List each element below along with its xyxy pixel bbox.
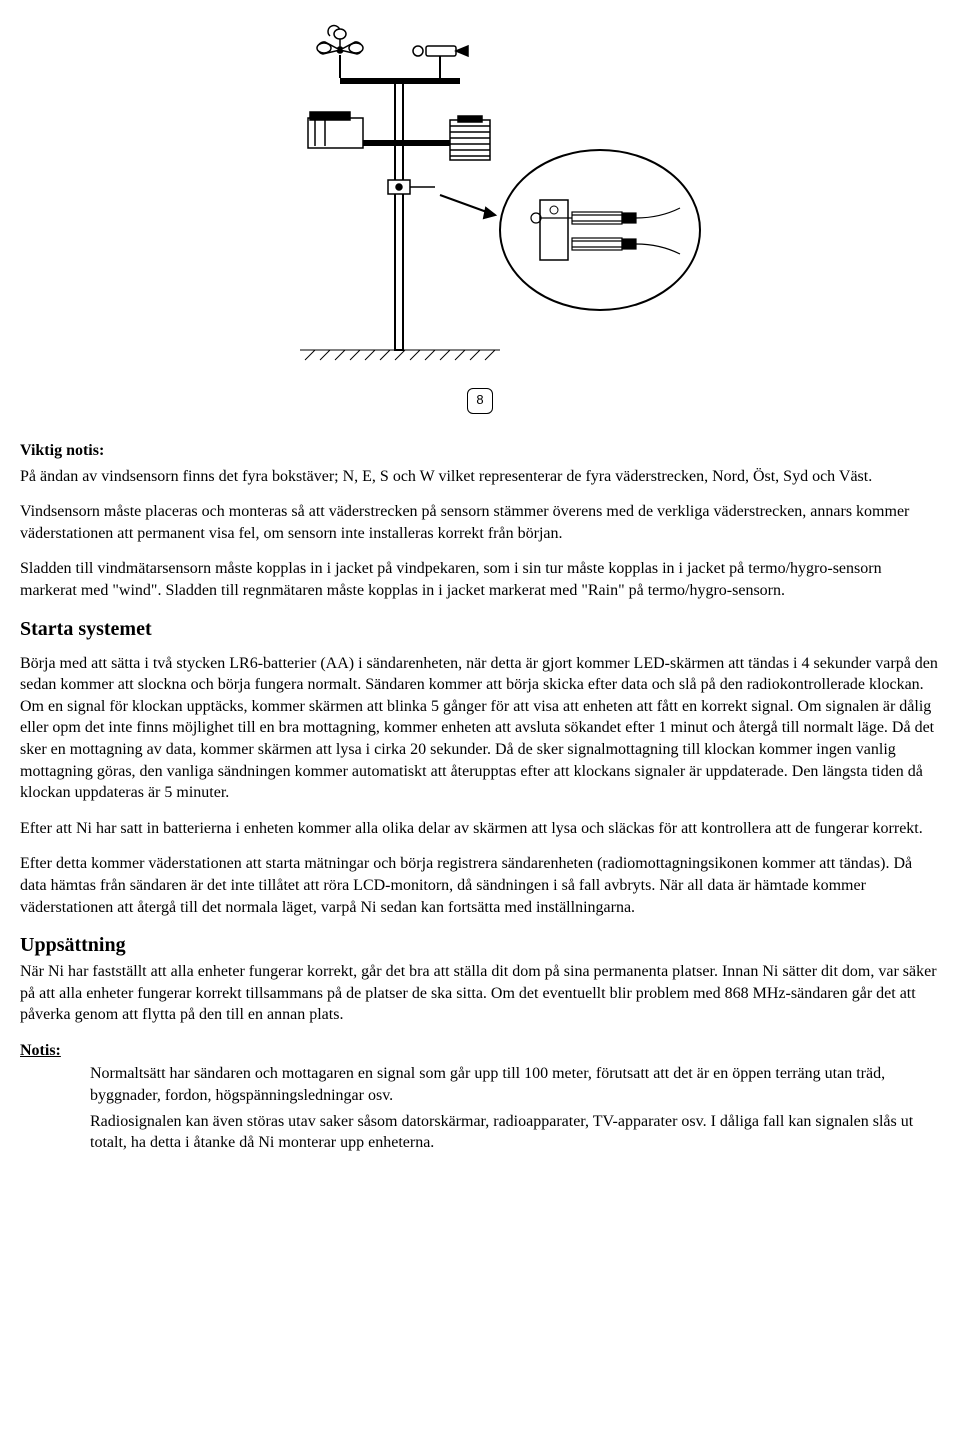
weather-station-diagram (240, 20, 720, 380)
starta-systemet-p1: Börja med att sätta i två stycken LR6-ba… (20, 653, 940, 804)
figure-number-badge: 8 (467, 388, 493, 414)
starta-systemet-heading: Starta systemet (20, 616, 940, 643)
figure-area: 8 (20, 20, 940, 420)
viktig-notis-p2: Vindsensorn måste placeras och monteras … (20, 501, 940, 544)
viktig-notis-p3: Sladden till vindmätarsensorn måste kopp… (20, 558, 940, 601)
notis-p2: Radiosignalen kan även störas utav saker… (90, 1111, 940, 1154)
notis-p1: Normaltsätt har sändaren och mottagaren … (90, 1063, 940, 1106)
viktig-notis-heading: Viktig notis: (20, 440, 940, 462)
starta-systemet-p3: Efter detta kommer väderstationen att st… (20, 853, 940, 918)
notis-label: Notis: (20, 1040, 940, 1062)
document-page: 8 Viktig notis: På ändan av vindsensorn … (0, 0, 960, 1208)
starta-systemet-p2: Efter att Ni har satt in batterierna i e… (20, 818, 940, 840)
uppsattning-heading: Uppsättning (20, 932, 940, 959)
uppsattning-p1: När Ni har fastställt att alla enheter f… (20, 961, 940, 1026)
viktig-notis-p1: På ändan av vindsensorn finns det fyra b… (20, 466, 940, 488)
